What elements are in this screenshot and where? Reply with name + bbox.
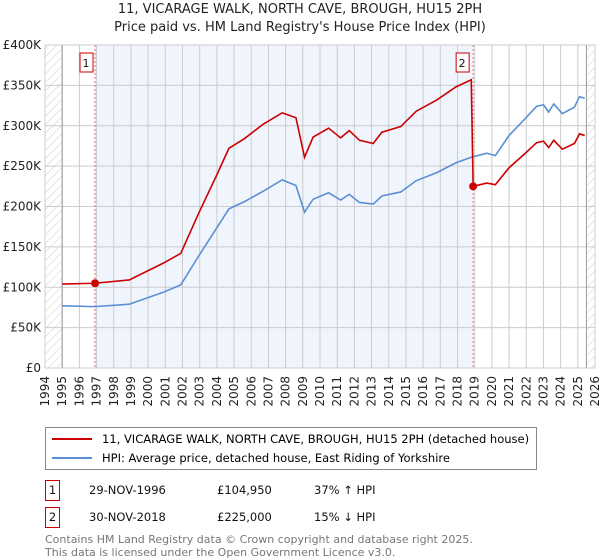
x-tick-label: 2021 bbox=[502, 376, 516, 407]
x-tick-label: 2014 bbox=[382, 376, 396, 407]
x-tick-label: 2017 bbox=[433, 376, 447, 407]
x-tick-label: 2002 bbox=[176, 376, 190, 407]
x-tick-label: 2020 bbox=[485, 376, 499, 407]
x-tick-label: 2006 bbox=[244, 376, 258, 407]
sale-point bbox=[469, 182, 478, 191]
sale-hpi-diff: 37% ↑ HPI bbox=[314, 483, 376, 497]
x-tick-label: 1999 bbox=[124, 376, 138, 407]
legend-label-hpi: HPI: Average price, detached house, East… bbox=[102, 451, 450, 465]
x-tick-label: 2005 bbox=[227, 376, 241, 407]
x-tick-label: 2001 bbox=[158, 376, 172, 407]
sale-point bbox=[91, 279, 100, 288]
plot-area: 1994 1995 1996 1997 1998 1999 2000 2001 2002 2003… bbox=[3, 38, 600, 407]
x-tick-label: 2003 bbox=[193, 376, 207, 407]
x-tick-label: 1994 bbox=[38, 376, 52, 407]
y-tick-label: £150K bbox=[3, 240, 43, 254]
x-tick-label: 2024 bbox=[554, 376, 568, 407]
x-tick-label: 1995 bbox=[55, 376, 69, 407]
footer: Contains HM Land Registry data © Crown c… bbox=[45, 533, 473, 559]
x-tick-label: 2015 bbox=[399, 376, 413, 407]
sale-date: 29-NOV-1996 bbox=[89, 483, 166, 497]
x-tick-label: 2008 bbox=[279, 376, 293, 407]
x-tick-label: 1998 bbox=[107, 376, 121, 407]
x-tick-label: 2011 bbox=[330, 376, 344, 407]
property-series-line bbox=[62, 78, 585, 285]
x-tick-label: 2018 bbox=[451, 376, 465, 407]
sale-price: £225,000 bbox=[217, 510, 272, 524]
x-tick-label: 2025 bbox=[571, 376, 585, 407]
sale-date: 30-NOV-2018 bbox=[89, 510, 166, 524]
x-tick-label: 2012 bbox=[347, 376, 361, 407]
sale-annotation-box bbox=[455, 52, 470, 73]
y-tick-label: £50K bbox=[10, 321, 42, 335]
chart-subtitle: Price paid vs. HM Land Registry's House … bbox=[114, 20, 486, 35]
x-tick-label: 2016 bbox=[416, 376, 430, 407]
x-tick-label: 2013 bbox=[365, 376, 379, 407]
x-tick-label: 1997 bbox=[90, 376, 104, 407]
legend-red-line bbox=[52, 438, 92, 440]
footer-copyright: Contains HM Land Registry data © Crown c… bbox=[45, 533, 473, 546]
y-tick-label: £250K bbox=[3, 159, 43, 173]
footer-licence: This data is licensed under the Open Gov… bbox=[45, 546, 396, 559]
sale-price: £104,950 bbox=[217, 483, 272, 497]
x-tick-label: 1996 bbox=[72, 376, 86, 407]
y-tick-label: £100K bbox=[3, 280, 43, 294]
legend-blue-line bbox=[52, 457, 92, 459]
sale-row: 1 29-NOV-1996 £104,950 37% ↑ HPI bbox=[45, 480, 445, 501]
x-tick-label: 2022 bbox=[519, 376, 533, 407]
sale-annotation-label: 2 bbox=[459, 57, 466, 70]
sale-annotation-label: 1 bbox=[83, 57, 90, 70]
x-tick-label: 2026 bbox=[588, 376, 600, 407]
sale-annotation-box bbox=[79, 52, 94, 73]
hpi-series-line bbox=[62, 95, 585, 308]
sale-marker-badge: 2 bbox=[45, 507, 60, 528]
y-tick-label: £400K bbox=[3, 38, 43, 52]
chart-title: 11, VICARAGE WALK, NORTH CAVE, BROUGH, H… bbox=[117, 2, 483, 17]
sale-hpi-diff: 15% ↓ HPI bbox=[314, 510, 376, 524]
legend-label-property: 11, VICARAGE WALK, NORTH CAVE, BROUGH, H… bbox=[102, 432, 530, 446]
y-tick-label: £200K bbox=[3, 200, 43, 214]
x-tick-label: 2010 bbox=[313, 376, 327, 407]
sale-marker-badge: 1 bbox=[45, 480, 60, 501]
x-tick-label: 2000 bbox=[141, 376, 155, 407]
x-tick-label: 2007 bbox=[261, 376, 275, 407]
y-tick-label: £350K bbox=[3, 78, 43, 92]
x-tick-label: 2009 bbox=[296, 376, 310, 407]
x-tick-label: 2004 bbox=[210, 376, 224, 407]
x-tick-label: 2023 bbox=[536, 376, 550, 407]
y-tick-label: £300K bbox=[3, 119, 43, 133]
x-tick-label: 2019 bbox=[468, 376, 482, 407]
legend: 11, VICARAGE WALK, NORTH CAVE, BROUGH, H… bbox=[45, 427, 537, 470]
y-tick-label: £0 bbox=[26, 361, 41, 375]
sale-row: 2 30-NOV-2018 £225,000 15% ↓ HPI bbox=[45, 507, 445, 528]
